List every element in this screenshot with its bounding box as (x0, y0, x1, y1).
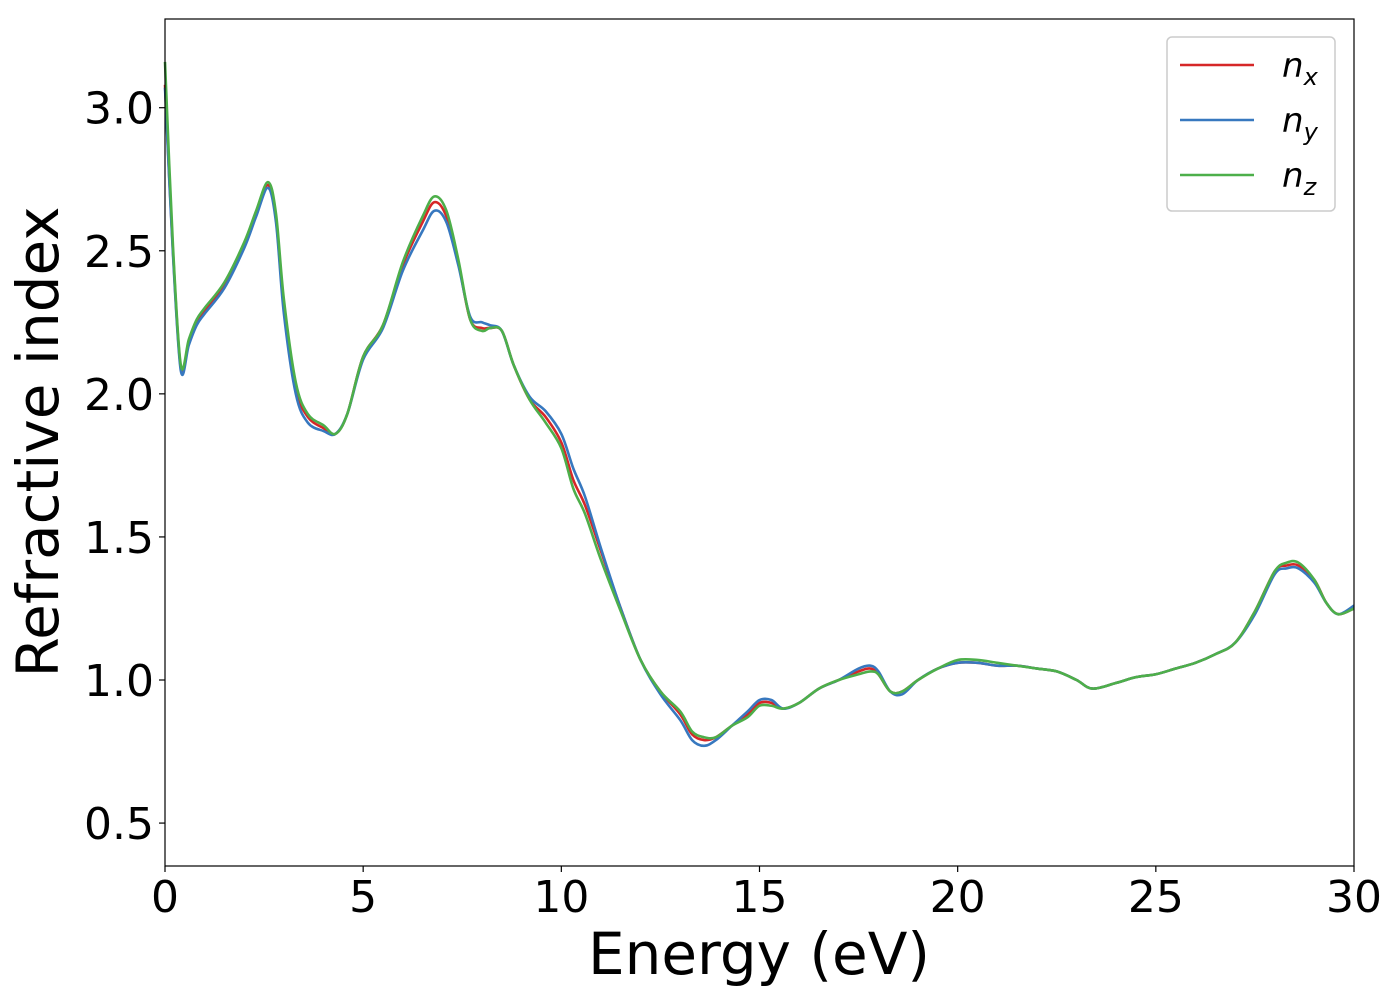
y-axis-label: Refractive index (4, 206, 72, 677)
legend-label-ny: ny (1282, 101, 1319, 146)
series-layer (163, 61, 1355, 748)
y-axis-ticks: 0.5 1.0 1.5 2.0 2.5 3.0 (84, 84, 165, 850)
x-tick-label: 15 (732, 872, 788, 923)
y-tick-label: 2.0 (84, 370, 154, 421)
legend-frame (1166, 36, 1336, 212)
x-tick-label: 0 (151, 872, 179, 923)
x-tick-label: 10 (533, 872, 589, 923)
x-axis-label: Energy (eV) (588, 920, 930, 988)
legend: nx ny nz (1166, 36, 1336, 212)
legend-label-nx: nx (1282, 46, 1319, 91)
y-tick-label: 0.5 (84, 799, 154, 850)
x-tick-label: 25 (1128, 872, 1184, 923)
y-tick-label: 1.0 (84, 656, 154, 707)
y-tick-label: 1.5 (84, 513, 154, 564)
legend-label-nz: nz (1282, 156, 1318, 201)
x-tick-label: 20 (930, 872, 986, 923)
x-tick-label: 30 (1326, 872, 1382, 923)
plot-background (165, 19, 1354, 866)
y-tick-label: 3.0 (84, 84, 154, 135)
y-tick-label: 2.5 (84, 227, 154, 278)
series-line-nz (163, 61, 1355, 740)
x-axis-ticks: 0 5 10 15 20 25 30 (151, 866, 1382, 923)
x-tick-label: 5 (349, 872, 377, 923)
